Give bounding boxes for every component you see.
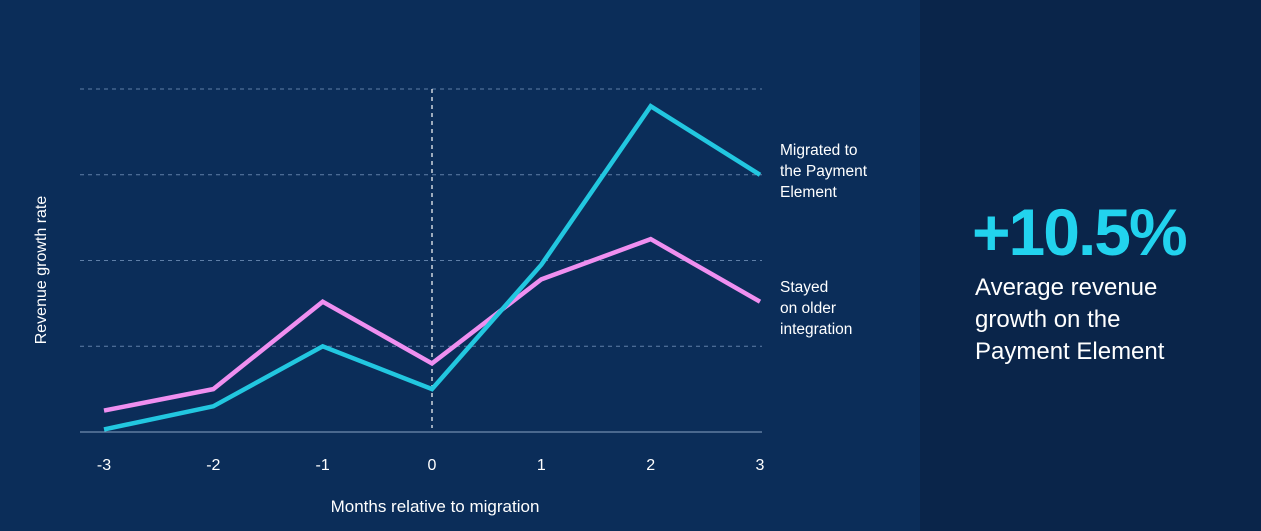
x-tick-label: 3	[756, 457, 765, 474]
stat-value: +10.5%	[972, 195, 1188, 269]
x-tick-label: -1	[316, 457, 330, 474]
x-tick-label: 0	[428, 457, 437, 474]
y-axis-label: Revenue growth rate	[33, 195, 50, 345]
line-chart: -3 -2 -1 0 1 2 3	[80, 88, 765, 474]
x-tick-label: -3	[97, 457, 111, 474]
series-line-stayed	[103, 236, 762, 413]
x-tick-label: 2	[646, 457, 655, 474]
series-label-migrated: Migrated to the Payment Element	[780, 142, 868, 201]
x-tick-label: 1	[537, 457, 546, 474]
x-axis-label: Months relative to migration	[330, 497, 540, 516]
x-tick-label: -2	[206, 457, 220, 474]
stat-description: Average revenue growth on the Payment El…	[975, 274, 1165, 365]
stat-panel	[920, 0, 1261, 531]
series-line-migrated	[103, 103, 762, 432]
series-label-stayed: Stayed on older integration	[780, 279, 853, 338]
